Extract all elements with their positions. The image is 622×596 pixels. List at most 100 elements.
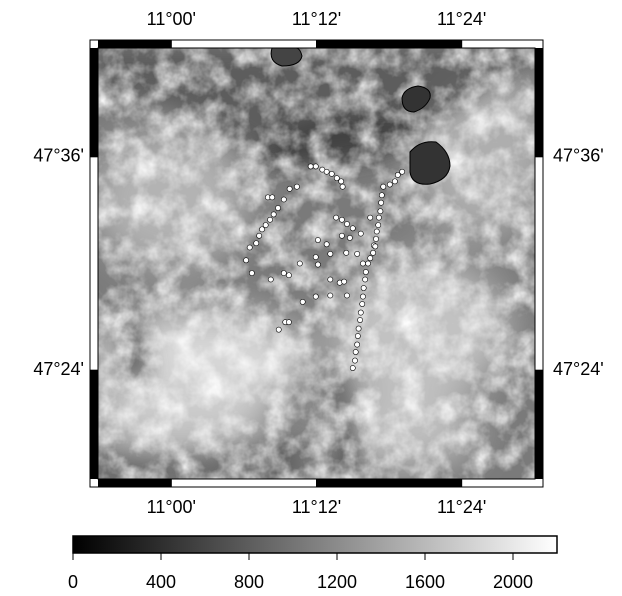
station-point (354, 341, 361, 348)
station-point (378, 192, 385, 199)
colorbar-tick-label: 2000 (493, 572, 533, 592)
station-point (357, 230, 364, 237)
frame-bar (90, 370, 98, 479)
station-point (357, 309, 364, 316)
station-point (367, 255, 374, 262)
terrain (98, 48, 535, 479)
station-point (346, 234, 353, 241)
station-point (360, 293, 366, 300)
station-point (312, 254, 319, 260)
station-point (286, 185, 293, 192)
station-point (296, 260, 303, 267)
colorbar: 0 400 800 1200 1600 2000 (68, 535, 558, 592)
station-point (327, 250, 334, 257)
frame-bar (535, 370, 543, 479)
station-point (359, 301, 366, 307)
station-point (380, 183, 387, 190)
station-point (243, 257, 249, 264)
frame-bar (171, 479, 317, 487)
colorbar-tick-label: 1200 (317, 572, 357, 592)
station-point (307, 163, 314, 170)
x-tick-label: 11°24' (437, 497, 486, 517)
station-point (280, 196, 287, 203)
axis-labels: 11°00' 11°00' 11°12' 11°12' 11°24' 11°24' 47°2… (33, 9, 603, 517)
station-point (377, 208, 384, 215)
station-point (391, 178, 398, 185)
frame-bar (90, 48, 98, 157)
frame-bar (171, 40, 317, 48)
station-point (343, 249, 350, 256)
station-point (344, 292, 350, 299)
station-point (339, 232, 345, 239)
station-point (365, 260, 371, 267)
station-point (312, 163, 319, 170)
map-frame (89, 39, 544, 488)
station-point (362, 276, 369, 283)
station-point (256, 232, 263, 239)
frame-bar (461, 479, 535, 487)
station-point (253, 240, 260, 247)
x-tick-label: 11°12' (292, 497, 341, 517)
station-point (394, 172, 401, 178)
station-point (378, 199, 385, 206)
station-point (352, 349, 359, 355)
station-point (354, 250, 361, 257)
station-point (267, 276, 274, 283)
y-tick-label: 47°36' (33, 146, 84, 166)
frame-bar (461, 40, 535, 48)
x-tick-label: 11°12' (292, 9, 341, 29)
station-point (355, 325, 362, 332)
station-point (362, 269, 369, 275)
station-point (352, 357, 358, 364)
frame-bar (535, 156, 543, 371)
station-point (315, 261, 321, 268)
x-tick-label: 11°00' (147, 9, 196, 29)
station-point (375, 222, 382, 228)
station-point (267, 216, 273, 223)
frame-bar (316, 40, 462, 48)
station-point (341, 278, 347, 285)
station-point (339, 216, 345, 223)
station-point (328, 170, 335, 177)
station-point (246, 244, 253, 251)
station-point (349, 225, 356, 232)
station-point (333, 175, 340, 182)
station-point (270, 211, 277, 218)
station-point (280, 270, 287, 277)
station-point (349, 365, 356, 371)
station-point (248, 270, 255, 277)
station-point (360, 285, 367, 291)
y-tick-label: 47°24' (33, 359, 84, 379)
station-point (286, 319, 292, 326)
station-point (294, 183, 300, 190)
colorbar-ramp (72, 535, 558, 554)
station-point (360, 260, 366, 267)
station-point (312, 293, 319, 300)
station-point (299, 299, 306, 305)
station-point (315, 237, 321, 243)
station-point (333, 214, 339, 221)
station-point (344, 221, 350, 227)
frame-bar (535, 48, 543, 157)
station-point (399, 168, 406, 175)
station-point (339, 183, 346, 190)
station-point (275, 205, 281, 211)
station-point (373, 228, 380, 235)
colorbar-tick-label: 1600 (405, 572, 445, 592)
station-point (286, 272, 292, 279)
station-point (338, 178, 345, 185)
data-points (243, 163, 406, 371)
station-point (386, 181, 393, 188)
station-point (372, 243, 379, 250)
colorbar-tick-label: 400 (146, 572, 176, 592)
colorbar-tick-label: 0 (68, 572, 78, 592)
y-tick-label: 47°24' (553, 359, 604, 379)
station-point (327, 276, 334, 283)
station-point (373, 236, 379, 242)
station-point (367, 214, 374, 221)
station-point (262, 222, 269, 228)
x-tick-label: 11°24' (437, 9, 486, 29)
station-point (323, 241, 330, 248)
